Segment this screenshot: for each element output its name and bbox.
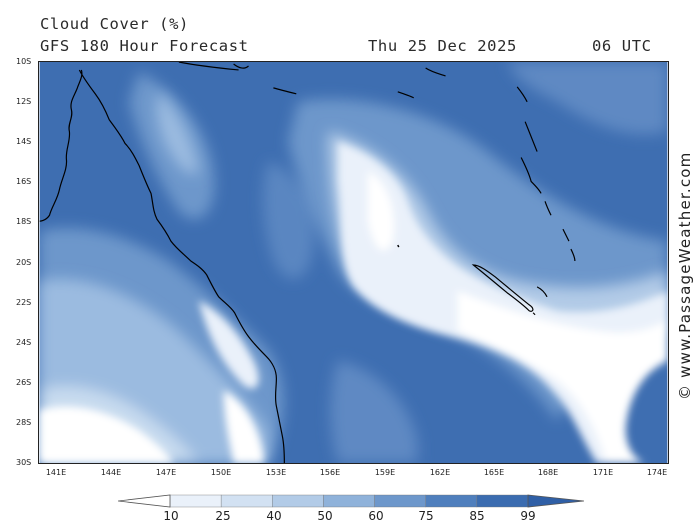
- png-coastline: [178, 62, 249, 71]
- forecast-date: Thu 25 Dec 2025: [368, 37, 517, 55]
- colorbar-segment: [220, 494, 273, 508]
- lon-label: 162E: [429, 468, 451, 477]
- cloud-cover-map: [38, 61, 669, 464]
- lat-label: 16S: [16, 177, 32, 186]
- colorbar: [118, 494, 584, 508]
- colorbar-label: 99: [520, 509, 536, 523]
- lon-label: 147E: [155, 468, 177, 477]
- lon-label: 159E: [374, 468, 396, 477]
- colorbar-high-arrow: [527, 494, 584, 508]
- lon-label: 141E: [45, 468, 67, 477]
- colorbar-label: 25: [215, 509, 231, 523]
- colorbar-segment: [425, 494, 478, 508]
- colorbar-segment: [272, 494, 324, 508]
- lat-label: 18S: [16, 217, 32, 226]
- colorbar-label: 40: [266, 509, 282, 523]
- lon-label: 174E: [646, 468, 668, 477]
- colorbar-low-arrow: [118, 494, 171, 508]
- colorbar-segment: [169, 494, 222, 508]
- vanuatu-coastline: [520, 157, 576, 262]
- forecast-subtitle: GFS 180 Hour Forecast: [40, 37, 249, 55]
- cloud-layer-dense: [39, 141, 668, 463]
- colorbar-segment: [323, 494, 375, 508]
- lat-label: 14S: [16, 137, 32, 146]
- australia-coastline: [39, 69, 285, 463]
- map-title: Cloud Cover (%): [40, 15, 189, 33]
- lon-label: 144E: [100, 468, 122, 477]
- lon-label: 168E: [537, 468, 559, 477]
- colorbar-segment: [374, 494, 426, 508]
- lat-label: 26S: [16, 378, 32, 387]
- lon-label: 150E: [210, 468, 232, 477]
- colorbar-label: 10: [163, 509, 179, 523]
- colorbar-label: 60: [368, 509, 384, 523]
- lat-label: 20S: [16, 258, 32, 267]
- colorbar-label: 85: [469, 509, 485, 523]
- lon-label: 156E: [319, 468, 341, 477]
- lon-label: 153E: [265, 468, 287, 477]
- lat-label: 12S: [16, 97, 32, 106]
- lon-label: 165E: [483, 468, 505, 477]
- lon-label: 171E: [592, 468, 614, 477]
- small-island: [397, 244, 400, 248]
- lat-label: 28S: [16, 418, 32, 427]
- lat-label: 30S: [16, 458, 32, 467]
- island-coastline: [273, 87, 297, 95]
- lat-label: 24S: [16, 338, 32, 347]
- colorbar-label: 50: [317, 509, 333, 523]
- new-caledonia-coastline: [471, 264, 534, 312]
- colorbar-segment: [476, 494, 529, 508]
- colorbar-label: 75: [418, 509, 434, 523]
- loyalty-islands-coastline: [532, 286, 548, 316]
- forecast-time: 06 UTC: [592, 37, 652, 55]
- solomon-islands-coastline: [397, 67, 538, 152]
- watermark: © www.PassageWeather.com: [676, 151, 694, 400]
- lat-label: 10S: [16, 57, 32, 66]
- lat-label: 22S: [16, 298, 32, 307]
